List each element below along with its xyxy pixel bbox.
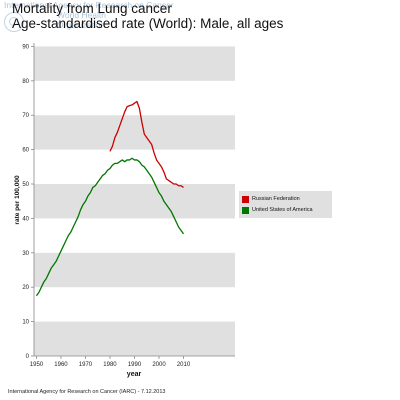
source-footer: International Agency for Research on Can… — [8, 389, 166, 395]
legend-label-russian-federation: Russian Federation — [252, 196, 300, 202]
y-tick-label: 60 — [22, 148, 29, 154]
x-tick-label: 2000 — [152, 362, 166, 368]
grid-bands — [34, 46, 235, 356]
x-tick-label: 2010 — [177, 362, 191, 368]
y-tick-label: 90 — [22, 44, 29, 50]
chart-title: Mortality from Lung cancer — [12, 1, 172, 16]
y-tick-label: 10 — [22, 320, 29, 326]
y-tick-label: 20 — [22, 285, 29, 291]
chart-series — [35, 100, 185, 297]
chart-legend: Russian Federation United States of Amer… — [239, 191, 332, 218]
x-tick-label: 1960 — [54, 362, 68, 368]
y-tick-label: 70 — [22, 113, 29, 119]
grid-band — [34, 252, 235, 288]
series-line-russian-federation — [109, 100, 184, 188]
chart-subtitle: Age-standardised rate (World): Male, all… — [12, 16, 284, 31]
y-tick-label: 80 — [22, 79, 29, 85]
y-tick-label: 50 — [22, 182, 29, 188]
legend-label-united-states: United States of America — [252, 207, 313, 213]
y-tick-label: 0 — [26, 354, 30, 360]
y-axis-label: rate per 100,000 — [14, 175, 21, 225]
series-line-united-states-of-america — [35, 157, 185, 297]
legend-item-russian-federation: Russian Federation — [242, 194, 300, 204]
x-axis-label: year — [127, 371, 142, 378]
grid-band — [34, 321, 235, 356]
y-tick-label: 40 — [22, 216, 29, 222]
grid-band — [34, 115, 235, 150]
grid-band — [34, 184, 235, 219]
grid-band — [34, 46, 235, 81]
x-tick-label: 1970 — [79, 362, 93, 368]
legend-swatch-united-states — [242, 206, 249, 214]
chart-axes: 0 10 20 30 40 50 60 70 80 90 1950 1960 1970 1980 1990 2… — [22, 43, 235, 368]
legend-swatch-russian-federation — [242, 195, 249, 203]
y-tick-label: 30 — [22, 251, 29, 257]
x-tick-label: 1950 — [30, 362, 44, 368]
x-tick-label: 1990 — [128, 362, 142, 368]
legend-item-united-states: United States of America — [242, 205, 313, 215]
x-tick-label: 1980 — [103, 362, 117, 368]
